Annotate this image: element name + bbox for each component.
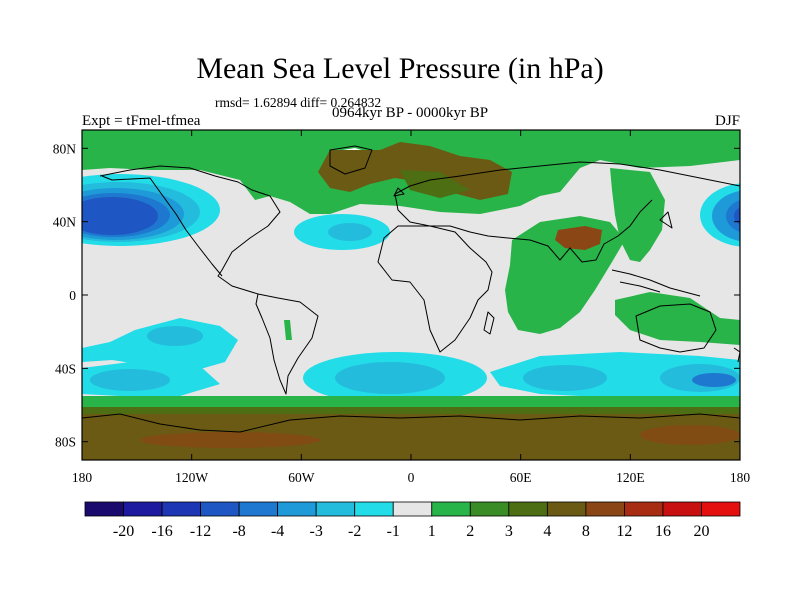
map-axes: 180 120W 60W 0 60E 120E 180 80N 40N 0 40S 80S (53, 130, 751, 485)
lat-tick-label: 40N (53, 215, 77, 230)
colorbar-label: 1 (428, 523, 436, 540)
colorbar-label: -3 (310, 523, 323, 540)
colorbar-swatch (84, 501, 124, 517)
colorbar-swatch (662, 501, 702, 517)
colorbar-swatch (354, 501, 394, 517)
colorbar-swatch (161, 501, 201, 517)
lon-tick-label: 180 (72, 470, 93, 485)
map-title: Mean Sea Level Pressure (in hPa) (196, 52, 604, 85)
pressure-field (82, 130, 740, 460)
lon-tick-label: 120E (616, 470, 645, 485)
south-indian-low (490, 352, 740, 400)
colorbar-swatch (392, 501, 433, 517)
lon-tick-label: 60E (510, 470, 532, 485)
lat-tick-label: 80N (53, 141, 77, 156)
colorbar-label: -8 (232, 523, 245, 540)
colorbar-swatch (200, 501, 240, 517)
australia-green (615, 292, 740, 345)
colorbar-swatch (701, 501, 741, 517)
colorbar-label: -4 (271, 523, 284, 540)
period-text: 0964kyr BP - 0000kyr BP (331, 105, 489, 121)
south-pacific-core (90, 369, 170, 391)
colorbar-label: 2 (466, 523, 474, 540)
colorbar-swatch (315, 501, 356, 517)
colorbar-swatch (123, 501, 163, 517)
north-pacific-low-east (700, 183, 740, 247)
colorbar-swatch (469, 501, 510, 517)
colorbar-label: -16 (151, 523, 172, 540)
colorbar-label: -1 (387, 523, 400, 540)
coastlines (82, 145, 740, 433)
sa-green-strip (284, 320, 292, 340)
north-atlantic-low (294, 214, 390, 250)
colorbar-label: 8 (582, 523, 590, 540)
lon-tick-label: 0 (408, 470, 415, 485)
colorbar-label: 12 (616, 523, 632, 540)
north-pacific-low (82, 174, 220, 246)
colorbar-swatch (585, 501, 625, 517)
lon-tick-label: 60W (288, 470, 315, 485)
lon-tick-label: 180 (730, 470, 751, 485)
colorbar-swatch (238, 501, 279, 517)
colorbar-label: -2 (348, 523, 361, 540)
colorbar-label: -12 (190, 523, 211, 540)
colorbar-swatch (546, 501, 587, 517)
siberia-olive (400, 170, 470, 198)
lat-tick-label: 80S (55, 435, 76, 450)
colorbar-swatch (508, 501, 548, 517)
south-atlantic-low (303, 352, 487, 404)
antarctic-rust-2 (640, 425, 740, 445)
lat-tick-label: 40S (55, 361, 76, 376)
antarctic-green (82, 396, 740, 408)
colorbar-label: 16 (655, 523, 671, 540)
season-text: DJF (714, 113, 740, 129)
india-brown (555, 226, 602, 250)
experiment-text: Expt = tFmel-tfmea (82, 113, 201, 129)
lat-tick-label: 0 (69, 288, 76, 303)
colorbar-swatch (624, 501, 664, 517)
south-pacific-low (82, 318, 238, 372)
colorbar-label: 3 (505, 523, 513, 540)
antarctic-olive (82, 407, 740, 415)
colorbar: -20 -16 -12 -8 -4 -3 -2 -1 1 2 3 4 8 12 16 20 (84, 501, 741, 540)
antarctic-rust (140, 432, 320, 448)
colorbar-swatch (431, 501, 471, 517)
colorbar-swatch (277, 501, 317, 517)
colorbar-label: 20 (693, 523, 709, 540)
stats-text: rmsd= 1.62894 diff= 0.264832 (215, 95, 382, 110)
colorbar-label: -20 (113, 523, 134, 540)
lon-tick-label: 120W (175, 470, 208, 485)
colorbar-label: 4 (543, 523, 551, 540)
